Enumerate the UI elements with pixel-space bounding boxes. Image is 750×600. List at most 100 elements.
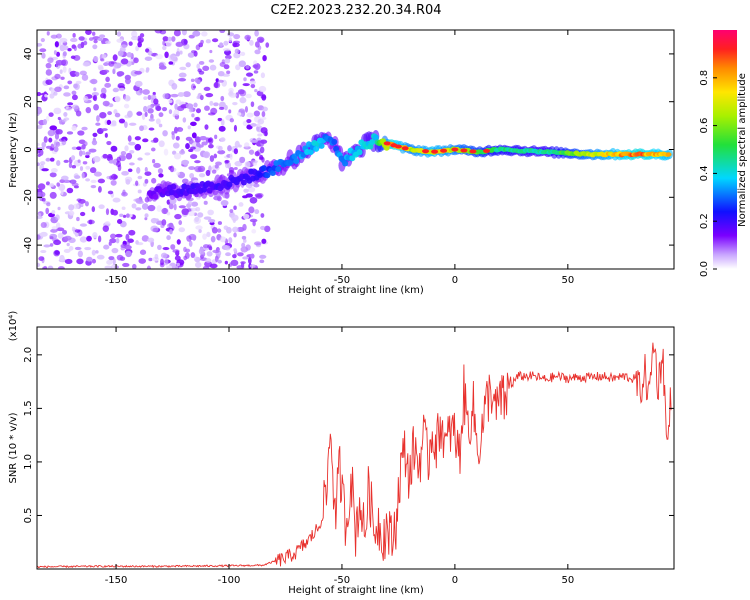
noise-speckle bbox=[207, 138, 212, 143]
noise-speckle bbox=[242, 223, 247, 231]
noise-speckle bbox=[44, 94, 48, 98]
noise-speckle bbox=[105, 40, 111, 45]
noise-speckle bbox=[134, 80, 143, 87]
noise-speckle bbox=[155, 53, 163, 60]
noise-speckle bbox=[173, 203, 177, 211]
noise-speckle bbox=[116, 254, 124, 261]
noise-speckle bbox=[63, 111, 68, 117]
noise-speckle bbox=[119, 213, 124, 218]
noise-speckle bbox=[143, 96, 148, 100]
noise-speckle bbox=[223, 40, 229, 46]
noise-speckle bbox=[59, 254, 65, 262]
noise-speckle bbox=[110, 145, 118, 152]
noise-speckle bbox=[220, 95, 225, 102]
noise-speckle bbox=[124, 121, 128, 128]
noise-speckle bbox=[175, 41, 184, 47]
noise-speckle bbox=[185, 62, 191, 68]
noise-speckle bbox=[111, 247, 119, 254]
noise-speckle bbox=[81, 126, 88, 131]
noise-speckle bbox=[71, 182, 79, 187]
noise-speckle bbox=[207, 244, 212, 249]
noise-speckle bbox=[165, 40, 172, 48]
noise-speckle bbox=[53, 107, 62, 115]
noise-speckle bbox=[198, 70, 205, 75]
colorbar: 0.0 0.2 0.4 0.6 0.8 Normalized spectral ampl… bbox=[699, 30, 748, 277]
noise-speckle bbox=[261, 94, 267, 101]
noise-speckle bbox=[148, 257, 153, 262]
noise-speckle bbox=[62, 51, 67, 57]
noise-speckle bbox=[63, 85, 70, 90]
noise-speckle bbox=[97, 186, 102, 193]
noise-speckle bbox=[202, 151, 211, 159]
noise-speckle bbox=[157, 244, 162, 250]
noise-speckle bbox=[201, 141, 208, 146]
noise-speckle bbox=[46, 31, 50, 36]
noise-speckle bbox=[172, 249, 180, 253]
noise-speckle bbox=[174, 213, 182, 220]
noise-speckle bbox=[58, 138, 65, 142]
noise-speckle bbox=[188, 240, 193, 247]
noise-speckle bbox=[229, 153, 233, 160]
noise-speckle bbox=[148, 127, 155, 131]
noise-speckle bbox=[182, 91, 191, 98]
noise-speckle bbox=[91, 91, 99, 97]
noise-speckle bbox=[66, 131, 74, 135]
noise-speckle bbox=[133, 57, 139, 64]
noise-speckle bbox=[54, 133, 60, 140]
noise-speckle bbox=[85, 30, 92, 36]
noise-speckle bbox=[243, 238, 247, 243]
noise-speckle bbox=[68, 162, 73, 169]
snr-y-multiplier: (x10⁴) bbox=[8, 311, 19, 342]
noise-speckle bbox=[194, 160, 201, 164]
noise-speckle bbox=[261, 106, 269, 112]
noise-speckle bbox=[170, 93, 179, 98]
noise-speckle bbox=[120, 58, 129, 65]
noise-speckle bbox=[47, 265, 54, 269]
noise-speckle bbox=[128, 41, 133, 46]
noise-speckle bbox=[121, 170, 129, 176]
noise-speckle bbox=[51, 210, 56, 215]
noise-speckle bbox=[174, 265, 179, 269]
ridge-core bbox=[356, 149, 363, 156]
colorbar-ticks: 0.0 0.2 0.4 0.6 0.8 bbox=[699, 70, 717, 277]
noise-speckle bbox=[190, 83, 196, 91]
noise-speckle bbox=[72, 33, 76, 38]
snr-marks bbox=[37, 342, 672, 569]
noise-speckle bbox=[138, 258, 147, 264]
noise-speckle bbox=[145, 69, 149, 73]
noise-speckle bbox=[71, 155, 76, 161]
noise-speckle bbox=[245, 64, 250, 70]
noise-speckle bbox=[158, 123, 163, 128]
noise-speckle bbox=[131, 30, 138, 38]
noise-speckle bbox=[76, 258, 84, 265]
noise-speckle bbox=[260, 116, 267, 120]
noise-speckle bbox=[113, 174, 119, 180]
noise-speckle bbox=[56, 227, 65, 232]
noise-speckle bbox=[135, 45, 139, 52]
noise-speckle bbox=[124, 145, 129, 152]
noise-speckle bbox=[81, 150, 86, 155]
noise-speckle bbox=[79, 70, 87, 76]
noise-speckle bbox=[79, 223, 88, 227]
noise-speckle bbox=[164, 51, 169, 59]
noise-speckle bbox=[233, 81, 237, 88]
noise-speckle bbox=[134, 143, 142, 151]
noise-speckle bbox=[42, 118, 48, 125]
noise-speckle bbox=[262, 54, 267, 62]
noise-speckle bbox=[80, 203, 84, 208]
ridge-core bbox=[331, 138, 338, 145]
noise-speckle bbox=[253, 183, 260, 188]
noise-speckle bbox=[162, 247, 170, 251]
noise-speckle bbox=[254, 241, 262, 246]
noise-speckle bbox=[233, 124, 238, 132]
noise-speckle bbox=[153, 137, 159, 143]
noise-speckle bbox=[228, 37, 233, 43]
noise-speckle bbox=[74, 232, 79, 237]
noise-speckle bbox=[135, 180, 139, 186]
noise-speckle bbox=[245, 182, 253, 189]
noise-speckle bbox=[239, 89, 247, 97]
noise-speckle bbox=[154, 30, 163, 34]
noise-speckle bbox=[197, 212, 204, 218]
noise-speckle bbox=[250, 101, 255, 108]
ridge-peak bbox=[460, 148, 468, 153]
